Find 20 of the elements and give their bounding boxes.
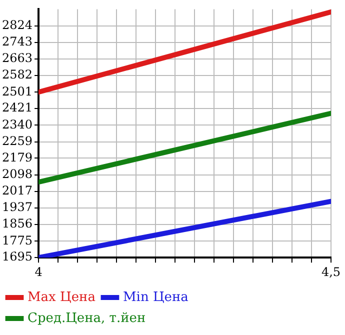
y-tick-label: 2824	[2, 18, 33, 32]
y-tick-label: 1695	[2, 250, 33, 264]
y-tick-label: 2501	[2, 84, 33, 98]
y-tick-label: 1856	[2, 216, 33, 231]
y-tick-label: 2340	[2, 117, 33, 132]
x-tick-label: 4,5	[321, 264, 341, 279]
y-tick-label: 2017	[2, 184, 33, 198]
y-tick-label: 2098	[2, 166, 33, 181]
y-tick-label: 2663	[2, 51, 33, 66]
x-tick-label: 4	[34, 264, 43, 279]
y-tick-label: 2743	[2, 34, 33, 49]
y-tick-label: 1937	[2, 200, 33, 214]
y-tick-label: 2421	[2, 100, 33, 115]
y-tick-label: 1775	[2, 233, 33, 248]
legend-label: Max Цена	[28, 290, 96, 305]
legend-label: Сред.Цена, т.йен	[28, 310, 146, 326]
y-tick-label: 2179	[2, 150, 33, 164]
y-tick-label: 2582	[2, 68, 33, 82]
y-tick-label: 2259	[2, 134, 33, 148]
legend-label: Min Цена	[122, 290, 189, 305]
